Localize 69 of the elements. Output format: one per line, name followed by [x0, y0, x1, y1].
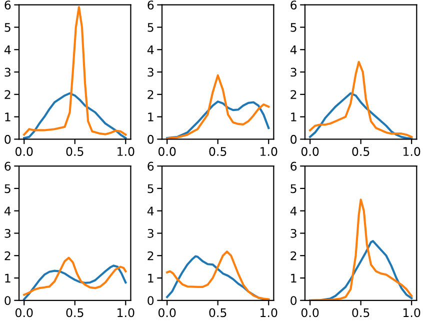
y-tick-label: 0 [4, 296, 11, 306]
x-tick-label: 0.0 [158, 308, 176, 318]
y-tick-label: 4 [147, 206, 154, 216]
y-tick-label: 0 [148, 296, 154, 306]
y-tick-label: 6 [290, 162, 297, 171]
y-tick-label: 4 [147, 46, 154, 54]
y-tick-label: 4 [4, 46, 11, 54]
x-tick-label: 1.0 [260, 147, 278, 156]
y-tick-label: 5 [4, 23, 10, 32]
x-tick-label: 0.0 [16, 147, 33, 156]
y-tick-label: 2 [148, 251, 154, 260]
y-tick-label: 4 [290, 46, 297, 54]
line-series [23, 6, 127, 136]
y-tick-label: 1 [291, 112, 296, 122]
y-tick-label: 0 [4, 134, 11, 144]
y-tick-label: 6 [4, 0, 11, 10]
y-tick-label: 3 [148, 68, 154, 77]
y-tick-label: 2 [290, 90, 296, 99]
x-tick-label: 0.5 [209, 308, 226, 318]
y-tick-label: 5 [4, 184, 10, 194]
x-tick-label: 0.5 [352, 147, 370, 156]
y-tick-label: 3 [290, 68, 296, 77]
y-tick-label: 4 [4, 206, 11, 216]
x-tick-label: 0.0 [301, 308, 319, 318]
x-tick-label: 0.5 [66, 147, 84, 156]
y-tick-label: 6 [4, 162, 11, 171]
y-tick-label: 5 [290, 184, 296, 194]
y-tick-label: 3 [148, 228, 154, 238]
x-tick-label: 1.0 [403, 308, 420, 318]
y-tick-label: 2 [4, 251, 10, 260]
y-tick-label: 1 [148, 112, 154, 122]
x-tick-label: 1.0 [260, 308, 278, 318]
y-tick-label: 1 [5, 274, 10, 282]
y-tick-label: 0 [290, 296, 297, 306]
x-tick-label: 1.0 [118, 147, 134, 156]
y-tick-label: 4 [290, 206, 297, 216]
y-tick-label: 6 [290, 0, 297, 10]
y-tick-label: 6 [148, 0, 154, 10]
y-tick-label: 0 [290, 134, 297, 144]
line-series [23, 264, 127, 300]
y-tick-label: 1 [148, 274, 154, 282]
x-tick-label: 0.0 [158, 147, 176, 156]
y-tick-label: 6 [148, 162, 154, 171]
x-tick-label: 1.0 [118, 308, 134, 318]
line-series [308, 198, 413, 300]
y-tick-label: 0 [148, 134, 154, 144]
y-tick-label: 3 [290, 228, 296, 238]
line-series [23, 92, 127, 140]
line-series [308, 92, 413, 140]
line-series [166, 100, 270, 140]
x-tick-label: 1.0 [403, 147, 420, 156]
x-tick-label: 0.0 [301, 147, 319, 156]
y-tick-label: 5 [148, 23, 154, 32]
x-tick-label: 0.5 [66, 308, 84, 318]
y-tick-label: 5 [290, 23, 296, 32]
y-tick-label: 3 [4, 228, 10, 238]
line-series [23, 256, 127, 296]
line-series [308, 60, 413, 138]
x-tick-label: 0.5 [209, 147, 226, 156]
y-tick-label: 2 [290, 251, 296, 260]
y-tick-label: 3 [4, 68, 10, 77]
y-tick-label: 2 [4, 90, 10, 99]
y-tick-label: 2 [148, 90, 154, 99]
x-tick-label: 0.5 [352, 308, 370, 318]
y-tick-label: 5 [148, 184, 154, 194]
y-tick-label: 1 [5, 112, 10, 122]
line-series [166, 74, 270, 140]
y-tick-label: 1 [291, 274, 296, 282]
x-tick-label: 0.0 [16, 308, 33, 318]
